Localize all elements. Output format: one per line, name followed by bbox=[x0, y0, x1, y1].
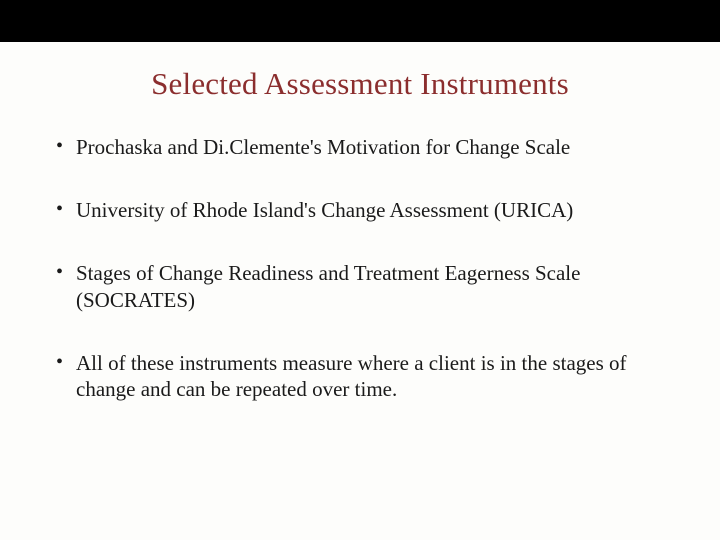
slide-title: Selected Assessment Instruments bbox=[48, 66, 672, 102]
list-item: Stages of Change Readiness and Treatment… bbox=[56, 260, 672, 314]
list-item: University of Rhode Island's Change Asse… bbox=[56, 197, 672, 224]
top-bar bbox=[0, 0, 720, 42]
list-item: Prochaska and Di.Clemente's Motivation f… bbox=[56, 134, 672, 161]
list-item: All of these instruments measure where a… bbox=[56, 350, 672, 404]
bullet-list: Prochaska and Di.Clemente's Motivation f… bbox=[48, 134, 672, 403]
slide-content: Selected Assessment Instruments Prochask… bbox=[0, 42, 720, 459]
